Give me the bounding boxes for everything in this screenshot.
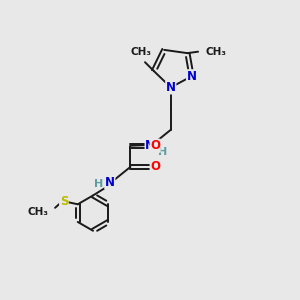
Text: CH₃: CH₃: [28, 207, 49, 217]
Text: S: S: [60, 195, 68, 208]
Text: O: O: [150, 160, 160, 173]
Text: H: H: [94, 179, 104, 189]
Text: N: N: [187, 70, 196, 83]
Text: N: N: [105, 176, 115, 189]
Text: O: O: [150, 139, 160, 152]
Text: CH₃: CH₃: [205, 47, 226, 57]
Text: N: N: [166, 81, 176, 94]
Text: N: N: [145, 139, 155, 152]
Text: H: H: [158, 147, 167, 157]
Text: CH₃: CH₃: [131, 47, 152, 57]
